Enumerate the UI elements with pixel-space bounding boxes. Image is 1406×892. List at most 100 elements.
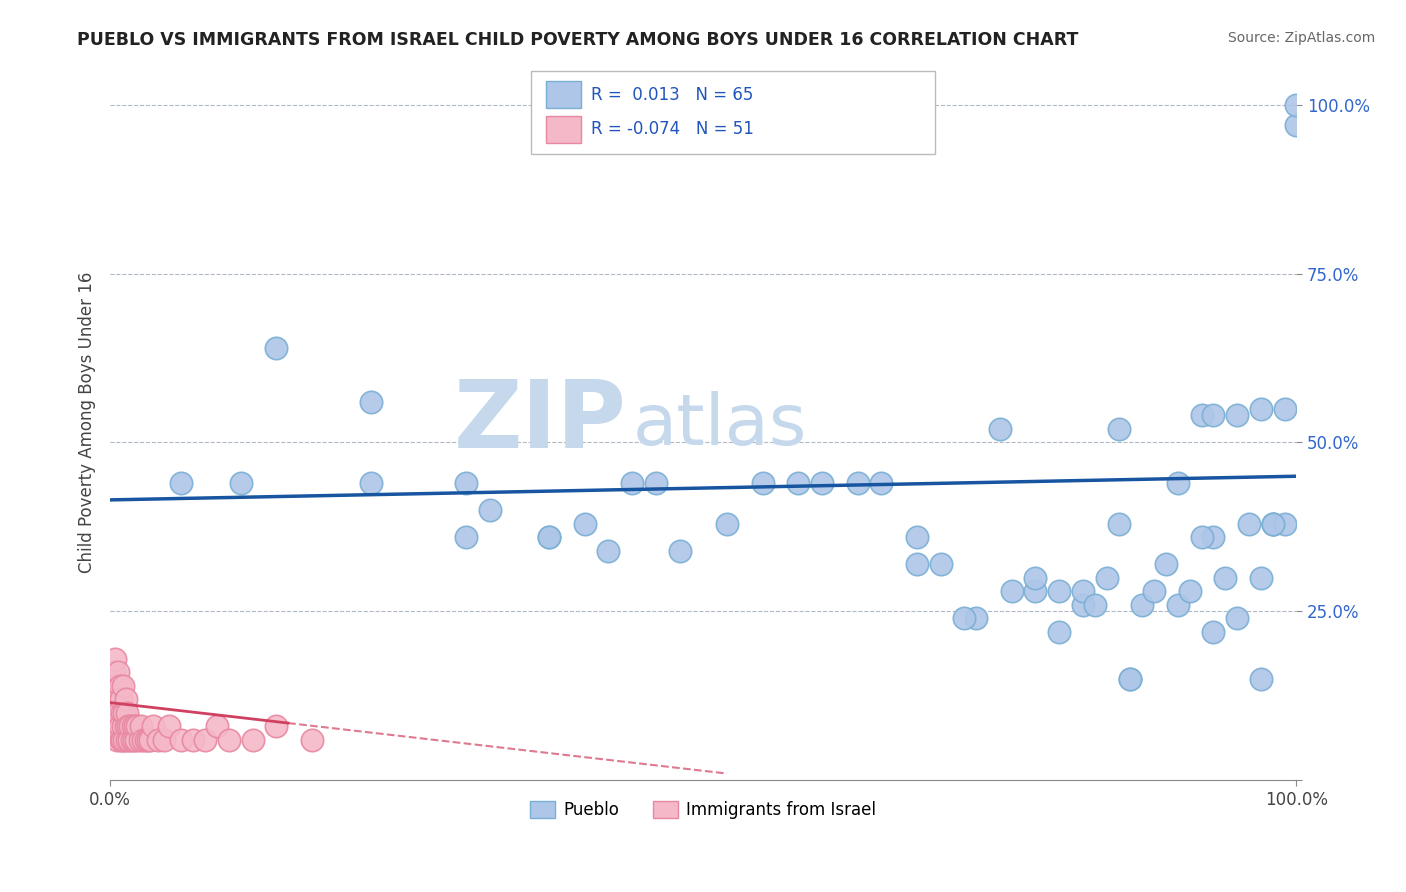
Point [668,543,690,558]
Point [870,475,893,490]
Point [1154,557,1177,571]
Point [122,732,145,747]
Point [301,732,323,747]
Point [105,719,128,733]
Point [929,557,952,571]
Point [1213,571,1236,585]
Point [598,543,620,558]
Legend: Pueblo, Immigrants from Israel: Pueblo, Immigrants from Israel [523,794,883,826]
Point [811,475,834,490]
Point [1285,118,1308,132]
Point [205,719,228,733]
Text: Source: ZipAtlas.com: Source: ZipAtlas.com [1227,31,1375,45]
Point [1250,672,1272,686]
Point [1047,624,1070,639]
Point [114,719,136,733]
Point [129,719,152,733]
Point [1119,672,1142,686]
Point [121,732,143,747]
Point [1250,571,1272,585]
Point [1084,598,1107,612]
Point [1202,530,1225,544]
Point [118,732,141,747]
Point [103,665,125,680]
Point [101,692,124,706]
Point [1285,97,1308,112]
Point [117,719,139,733]
Point [538,530,561,544]
Point [139,732,162,747]
Point [538,530,561,544]
Point [621,475,644,490]
Point [1202,409,1225,423]
Point [905,530,928,544]
Point [105,679,128,693]
Point [1191,530,1213,544]
Point [1178,584,1201,599]
Point [146,732,169,747]
Point [121,719,143,733]
Point [264,719,287,733]
Point [1108,516,1130,531]
Point [1071,584,1094,599]
Text: PUEBLO VS IMMIGRANTS FROM ISRAEL CHILD POVERTY AMONG BOYS UNDER 16 CORRELATION C: PUEBLO VS IMMIGRANTS FROM ISRAEL CHILD P… [77,31,1078,49]
Point [135,732,157,747]
Point [112,732,135,747]
Point [1261,516,1284,531]
Point [108,679,131,693]
Point [1237,516,1260,531]
Point [454,530,477,544]
Point [478,503,501,517]
Point [846,475,869,490]
Point [716,516,738,531]
Point [1167,598,1189,612]
Point [127,719,149,733]
Point [104,706,127,720]
Point [1024,571,1046,585]
Point [1119,672,1142,686]
Point [112,706,135,720]
Point [1202,624,1225,639]
Point [1095,571,1118,585]
Point [142,719,165,733]
Point [787,475,810,490]
Point [128,732,150,747]
Point [264,341,287,355]
Point [111,706,134,720]
Point [242,732,264,747]
Point [111,732,134,747]
Point [105,692,128,706]
Point [107,665,129,680]
Point [1047,584,1070,599]
Point [112,679,135,693]
Point [644,475,666,490]
Point [181,732,204,747]
Point [905,557,928,571]
Point [115,732,138,747]
Point [107,706,129,720]
Point [1071,598,1094,612]
Point [1001,584,1024,599]
Point [751,475,773,490]
Point [360,475,382,490]
Point [125,732,148,747]
Text: ZIP: ZIP [453,376,626,468]
Point [360,395,382,409]
Point [194,732,217,747]
Point [1261,516,1284,531]
Point [120,719,142,733]
Point [136,732,159,747]
FancyBboxPatch shape [546,116,581,143]
Point [1167,475,1189,490]
Point [1274,516,1296,531]
Point [108,719,131,733]
Point [1143,584,1166,599]
Text: atlas: atlas [633,391,807,459]
Point [1250,401,1272,416]
Point [1108,422,1130,436]
Point [574,516,596,531]
Point [104,651,127,665]
Text: R =  0.013   N = 65: R = 0.013 N = 65 [591,86,754,103]
Point [1191,409,1213,423]
Y-axis label: Child Poverty Among Boys Under 16: Child Poverty Among Boys Under 16 [79,271,96,573]
